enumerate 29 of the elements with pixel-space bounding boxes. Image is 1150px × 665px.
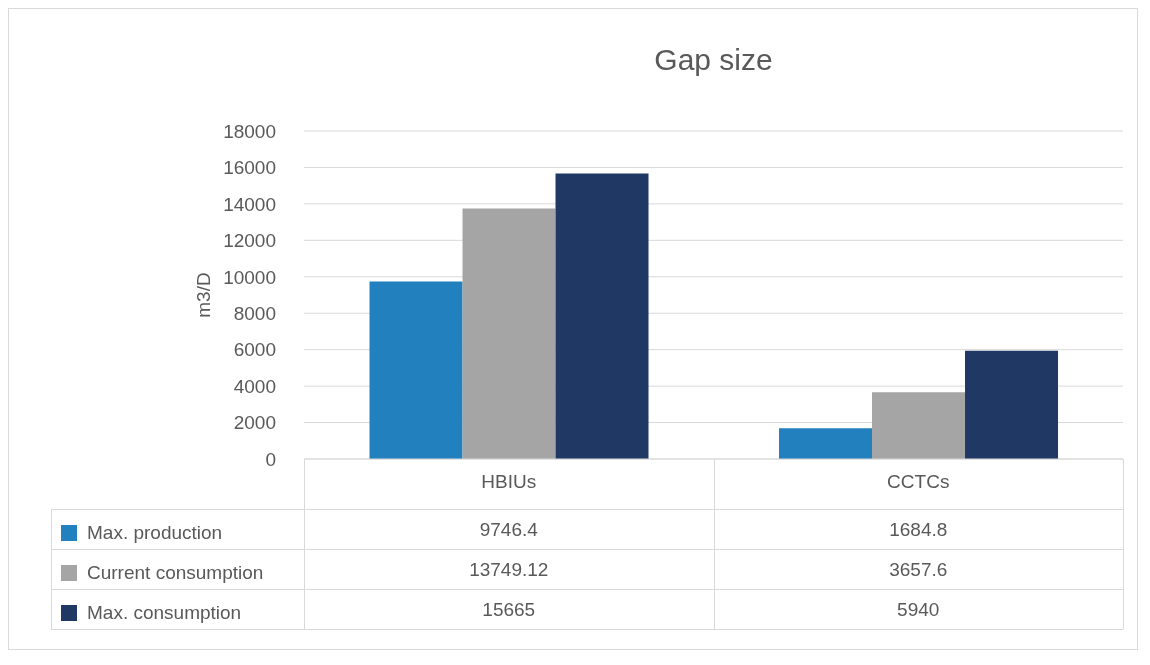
y-tick-label: 16000 [223,157,276,179]
y-tick-label: 18000 [223,120,276,142]
y-tick-label: 0 [265,448,276,470]
bar [872,392,966,459]
y-tick-label: 8000 [233,302,276,324]
bar [369,281,463,459]
data-label: 3657.6 [888,559,949,581]
y-tick-label: 4000 [233,375,276,397]
legend-label: Max. production [87,522,223,544]
legend-label: Current consumption [87,562,264,584]
y-tick-label: 10000 [223,266,276,288]
y-tick-label: 12000 [223,230,276,252]
data-label: 15665 [481,599,537,621]
y-axis-title: m3/D [193,272,215,318]
chart-title: Gap size [653,43,774,77]
bar [462,208,556,459]
y-tick-label: 2000 [233,412,276,434]
data-label: 13749.12 [468,559,550,581]
y-tick-label: 6000 [233,339,276,361]
data-label: 1684.8 [888,519,949,541]
data-label: 5940 [896,599,941,621]
bar [965,350,1059,459]
x-tick-label: CCTCs [887,471,950,493]
data-label: 9746.4 [478,519,539,541]
bar [555,173,649,459]
y-tick-label: 14000 [223,193,276,215]
x-tick-label: HBIUs [481,471,537,493]
legend-label: Max. consumption [87,602,242,624]
bar [779,428,873,459]
